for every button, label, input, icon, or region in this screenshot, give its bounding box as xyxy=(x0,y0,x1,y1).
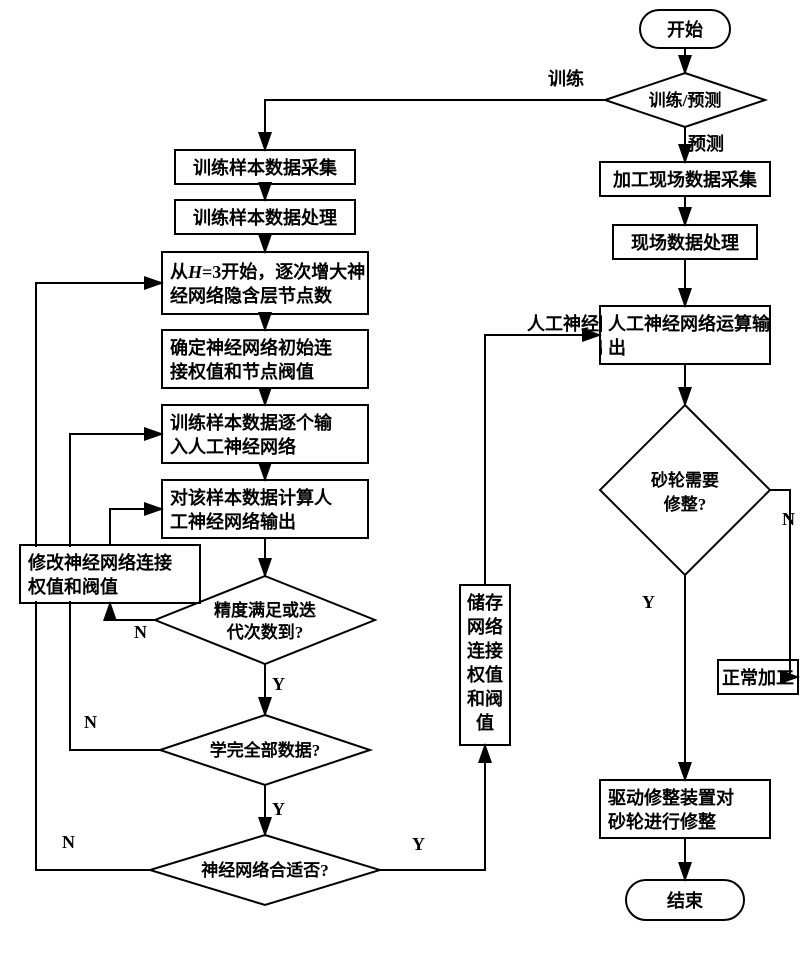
svg-text:修改神经网络连接: 修改神经网络连接 xyxy=(27,552,172,573)
svg-text:训练/预测: 训练/预测 xyxy=(649,90,722,110)
svg-text:从H=3开始，逐次增大神: 从H=3开始，逐次增大神 xyxy=(170,261,365,282)
svg-text:预测: 预测 xyxy=(688,133,724,154)
svg-text:开始: 开始 xyxy=(667,19,703,40)
svg-text:训练样本数据逐个输: 训练样本数据逐个输 xyxy=(170,412,333,433)
svg-text:Y: Y xyxy=(272,799,285,819)
svg-text:Y: Y xyxy=(272,674,285,694)
svg-text:精度满足或迭: 精度满足或迭 xyxy=(214,600,316,620)
svg-text:N: N xyxy=(782,509,795,529)
svg-text:砂轮进行修整: 砂轮进行修整 xyxy=(608,811,716,832)
svg-text:训练样本数据采集: 训练样本数据采集 xyxy=(193,157,338,178)
svg-text:训练: 训练 xyxy=(548,68,584,89)
svg-text:修整?: 修整? xyxy=(663,494,707,514)
svg-text:权值和阀值: 权值和阀值 xyxy=(27,576,118,597)
svg-text:神经网络合适否?: 神经网络合适否? xyxy=(201,860,329,880)
svg-text:和阀: 和阀 xyxy=(467,688,503,709)
svg-text:现场数据处理: 现场数据处理 xyxy=(631,232,739,253)
svg-text:结束: 结束 xyxy=(667,890,704,911)
svg-text:N: N xyxy=(134,622,147,642)
svg-text:接权值和节点阀值: 接权值和节点阀值 xyxy=(170,361,314,382)
svg-text:出: 出 xyxy=(608,337,626,358)
svg-text:训练样本数据处理: 训练样本数据处理 xyxy=(193,207,337,228)
svg-text:砂轮需要: 砂轮需要 xyxy=(651,470,719,490)
svg-text:入人工神经网络: 入人工神经网络 xyxy=(170,436,296,457)
svg-text:Y: Y xyxy=(642,592,655,612)
svg-text:工神经网络输出: 工神经网络输出 xyxy=(170,511,296,532)
svg-text:值: 值 xyxy=(476,712,494,733)
svg-text:N: N xyxy=(62,832,75,852)
svg-text:N: N xyxy=(84,712,97,732)
svg-text:网络: 网络 xyxy=(467,616,503,637)
node-dwheel xyxy=(600,405,770,575)
svg-text:确定神经网络初始连: 确定神经网络初始连 xyxy=(170,337,333,358)
svg-text:储存: 储存 xyxy=(466,592,503,613)
svg-text:连接: 连接 xyxy=(467,640,503,661)
svg-text:对该样本数据计算人: 对该样本数据计算人 xyxy=(170,487,333,508)
svg-text:驱动修整装置对: 驱动修整装置对 xyxy=(608,787,734,808)
svg-text:经网络隐含层节点数: 经网络隐含层节点数 xyxy=(170,285,333,306)
svg-text:人工神经网络运算输: 人工神经网络运算输 xyxy=(608,313,771,334)
svg-text:加工现场数据采集: 加工现场数据采集 xyxy=(612,169,758,190)
svg-text:Y: Y xyxy=(412,834,425,854)
svg-text:正常加工: 正常加工 xyxy=(722,667,794,688)
svg-text:代次数到?: 代次数到? xyxy=(226,622,304,642)
svg-text:学完全部数据?: 学完全部数据? xyxy=(210,740,321,760)
svg-text:权值: 权值 xyxy=(466,664,503,685)
